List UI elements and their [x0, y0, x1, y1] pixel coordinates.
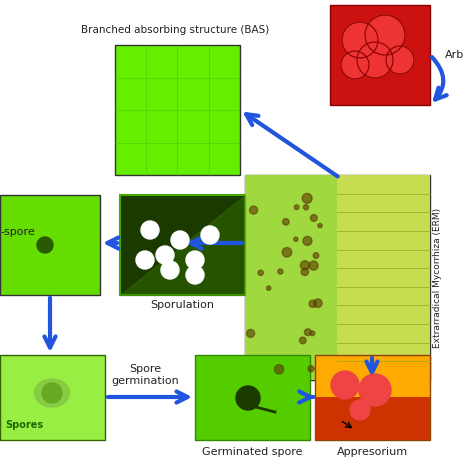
- Circle shape: [258, 270, 264, 275]
- Circle shape: [357, 42, 393, 78]
- Circle shape: [331, 371, 359, 399]
- Text: Branched absorbing structure (BAS): Branched absorbing structure (BAS): [81, 25, 269, 35]
- Bar: [195, 355, 310, 440]
- Circle shape: [350, 400, 370, 420]
- Bar: [245, 175, 337, 380]
- Circle shape: [236, 386, 260, 410]
- Circle shape: [294, 237, 298, 241]
- Circle shape: [278, 269, 283, 274]
- Circle shape: [282, 247, 292, 257]
- Circle shape: [136, 251, 154, 269]
- Text: Arb: Arb: [445, 50, 464, 60]
- Circle shape: [304, 329, 311, 336]
- Bar: [0, 195, 100, 295]
- Text: Appresorium: Appresorium: [337, 447, 408, 457]
- Circle shape: [171, 231, 189, 249]
- Text: Germinated spore: Germinated spore: [202, 447, 302, 457]
- Text: Sporulation: Sporulation: [150, 300, 214, 310]
- Circle shape: [303, 205, 309, 210]
- Text: Spore
germination: Spore germination: [111, 364, 179, 386]
- Circle shape: [313, 253, 319, 258]
- Circle shape: [37, 237, 53, 253]
- Circle shape: [246, 329, 255, 337]
- Bar: [315, 355, 430, 440]
- Bar: [0, 355, 105, 440]
- Bar: [245, 175, 430, 380]
- Circle shape: [300, 337, 306, 344]
- Circle shape: [141, 221, 159, 239]
- Circle shape: [303, 237, 312, 246]
- Circle shape: [365, 15, 405, 55]
- Text: -spore: -spore: [0, 227, 35, 237]
- Circle shape: [309, 300, 316, 308]
- Circle shape: [386, 46, 414, 74]
- Circle shape: [266, 286, 271, 291]
- Circle shape: [318, 223, 322, 228]
- Circle shape: [283, 219, 289, 225]
- Circle shape: [359, 374, 391, 406]
- Text: Extrarradical Mycorrhiza (ERM): Extrarradical Mycorrhiza (ERM): [434, 208, 443, 348]
- Ellipse shape: [35, 379, 70, 407]
- Circle shape: [294, 205, 299, 210]
- Circle shape: [310, 331, 315, 336]
- Circle shape: [308, 365, 314, 372]
- Circle shape: [341, 51, 369, 79]
- Circle shape: [186, 266, 204, 284]
- Circle shape: [342, 22, 378, 58]
- Circle shape: [249, 206, 258, 214]
- Circle shape: [302, 193, 312, 203]
- Bar: [115, 45, 240, 175]
- Circle shape: [310, 215, 317, 221]
- Bar: [120, 195, 245, 295]
- Circle shape: [301, 261, 310, 270]
- Circle shape: [274, 365, 284, 374]
- Circle shape: [309, 261, 318, 270]
- Circle shape: [161, 261, 179, 279]
- Circle shape: [301, 268, 309, 275]
- Circle shape: [156, 246, 174, 264]
- Circle shape: [314, 299, 322, 308]
- Bar: [330, 5, 430, 105]
- Circle shape: [186, 251, 204, 269]
- Circle shape: [201, 226, 219, 244]
- Bar: [337, 175, 430, 380]
- Text: Spores: Spores: [5, 420, 43, 430]
- Circle shape: [42, 383, 62, 403]
- Bar: [315, 397, 430, 440]
